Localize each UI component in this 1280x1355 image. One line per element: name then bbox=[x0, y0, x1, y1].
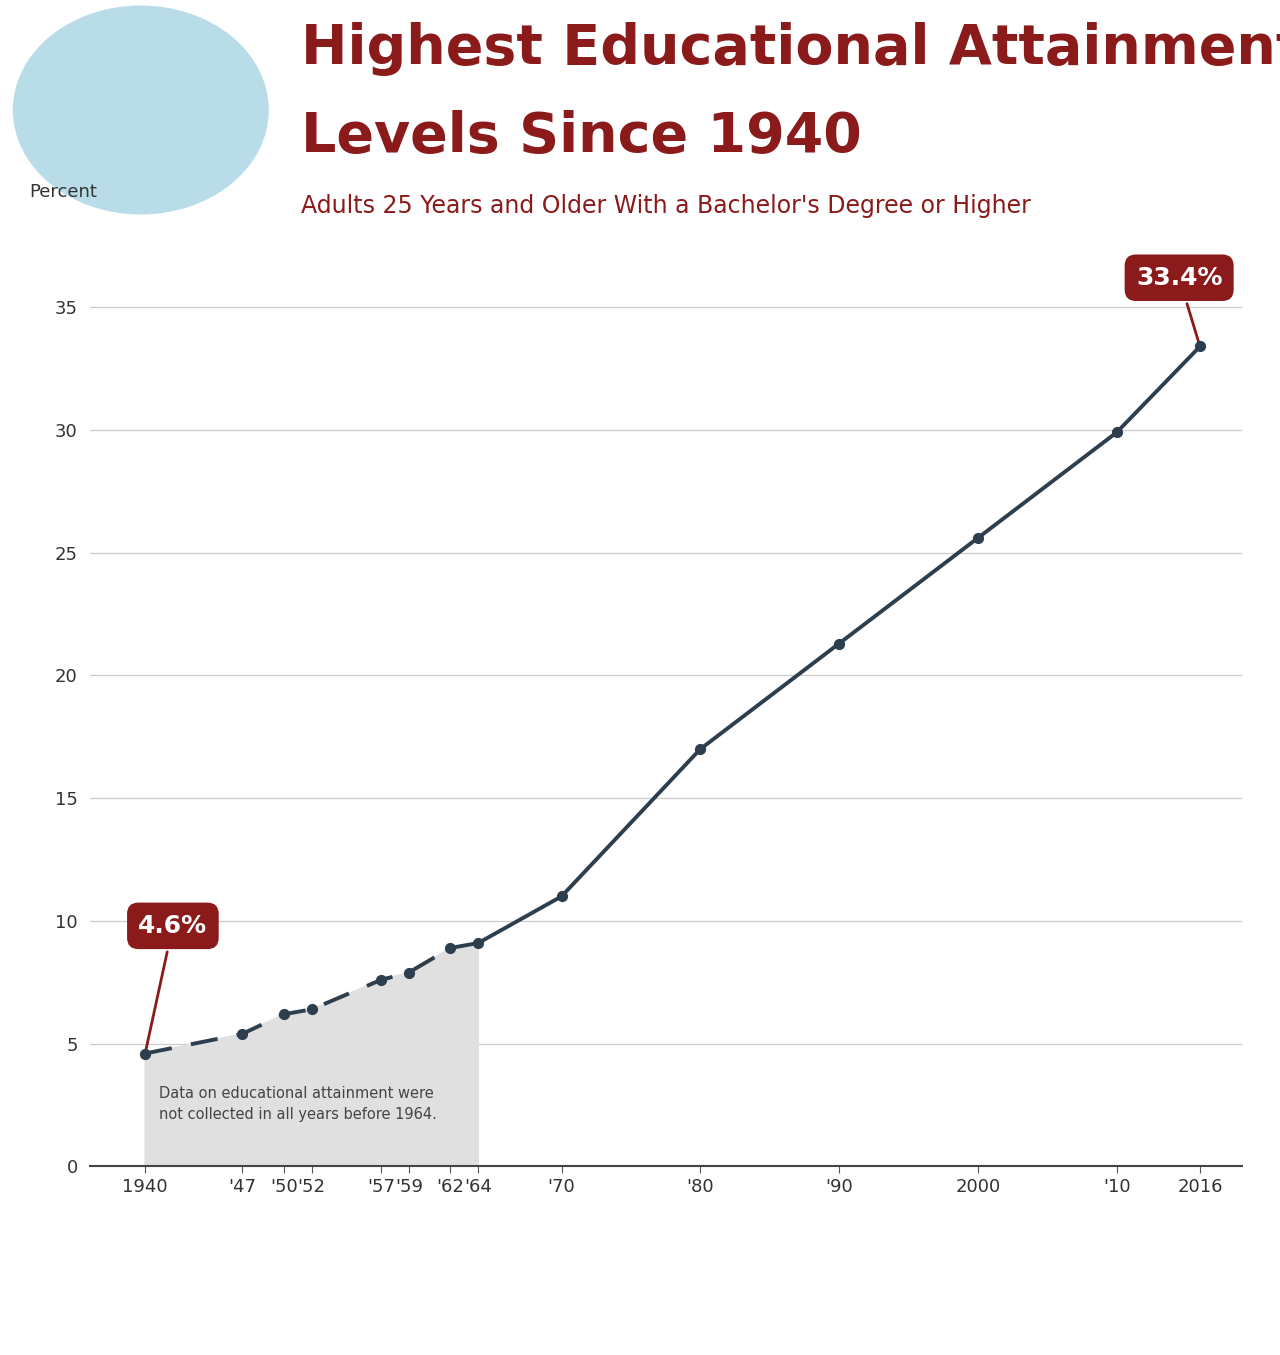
Text: Data on educational attainment were
not collected in all years before 1964.: Data on educational attainment were not … bbox=[159, 1087, 436, 1122]
Point bbox=[552, 886, 572, 908]
Text: Adults 25 Years and Older With a Bachelor's Degree or Higher: Adults 25 Years and Older With a Bachelo… bbox=[301, 194, 1030, 218]
Text: Census: Census bbox=[28, 1251, 195, 1293]
Text: census.gov: census.gov bbox=[243, 1324, 357, 1341]
Point bbox=[301, 999, 321, 1020]
Point bbox=[468, 932, 489, 954]
Text: 4.6%: 4.6% bbox=[138, 913, 207, 1054]
Ellipse shape bbox=[13, 5, 269, 214]
Text: U.S. Department of Commerce: U.S. Department of Commerce bbox=[243, 1211, 521, 1229]
Point bbox=[398, 962, 419, 984]
Text: Highest Educational Attainment: Highest Educational Attainment bbox=[301, 22, 1280, 76]
Text: 33.4%: 33.4% bbox=[1135, 266, 1222, 347]
Text: Source:  1940-2010 Censuses and: Source: 1940-2010 Censuses and bbox=[1002, 1211, 1254, 1226]
Text: www.census.gov/prod/www/decennial.html: www.census.gov/prod/www/decennial.html bbox=[940, 1317, 1254, 1332]
Point bbox=[968, 527, 988, 549]
Point bbox=[440, 938, 461, 959]
Text: Current Population Survey: Current Population Survey bbox=[1061, 1247, 1254, 1262]
Point bbox=[690, 738, 710, 760]
Point bbox=[829, 633, 850, 654]
Text: Economics and Statistics Administration: Economics and Statistics Administration bbox=[243, 1255, 550, 1270]
Text: Percent: Percent bbox=[29, 183, 97, 201]
Point bbox=[371, 969, 392, 991]
Text: www.census.gov/programs-surveys/cps.html: www.census.gov/programs-surveys/cps.html bbox=[927, 1282, 1254, 1297]
Text: Levels Since 1940: Levels Since 1940 bbox=[301, 110, 861, 164]
Polygon shape bbox=[145, 943, 479, 1167]
Text: Bureau: Bureau bbox=[111, 1324, 161, 1337]
Point bbox=[1189, 336, 1210, 358]
Point bbox=[134, 1043, 155, 1065]
Point bbox=[232, 1023, 252, 1045]
Text: U.S. CENSUS BUREAU: U.S. CENSUS BUREAU bbox=[243, 1293, 379, 1305]
Point bbox=[274, 1004, 294, 1026]
Text: United States™: United States™ bbox=[32, 1218, 136, 1232]
Point bbox=[1106, 421, 1126, 443]
